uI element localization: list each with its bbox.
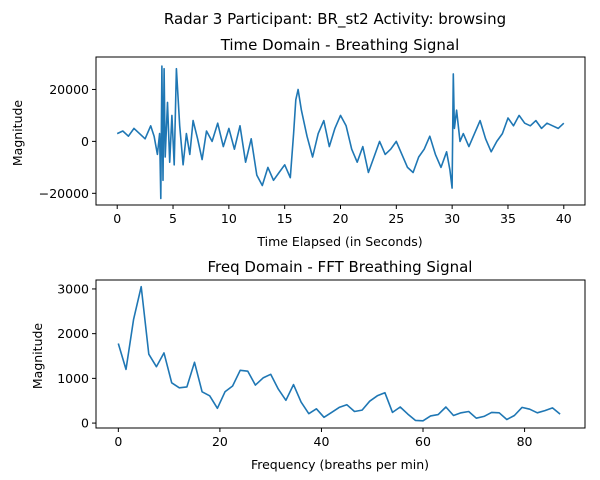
figure-suptitle: Radar 3 Participant: BR_st2 Activity: br… (164, 10, 506, 29)
freq-domain-xtick-label: 60 (415, 434, 431, 449)
freq-domain-ytick-label: 2000 (57, 326, 89, 341)
freq-domain-ytick-label: 3000 (57, 281, 89, 296)
time-domain-title: Time Domain - Breathing Signal (220, 36, 460, 54)
time-domain-xtick-label: 5 (169, 211, 177, 226)
freq-domain-ytick-label: 0 (81, 416, 89, 431)
freq-domain-title: Freq Domain - FFT Breathing Signal (208, 258, 473, 276)
time-domain-ytick-label: 20000 (49, 82, 89, 97)
freq-domain-chart: Freq Domain - FFT Breathing Signal Frequ… (30, 258, 586, 472)
time-domain-xtick-label: 40 (556, 211, 572, 226)
freq-domain-xtick-label: 0 (114, 434, 122, 449)
freq-domain-series-line (117, 285, 561, 422)
time-domain-xtick-label: 15 (277, 211, 293, 226)
freq-domain-ytick-label: 1000 (57, 371, 89, 386)
freq-domain-axes-frame (95, 279, 586, 429)
freq-domain-xtick-label: 40 (314, 434, 330, 449)
freq-domain-xlabel: Frequency (breaths per min) (251, 457, 429, 472)
time-domain-ytick-label: 0 (81, 134, 89, 149)
time-domain-xtick-label: 10 (221, 211, 237, 226)
time-domain-xtick-label: 35 (500, 211, 516, 226)
time-domain-xtick-label: 20 (333, 211, 349, 226)
time-domain-ytick-label: −20000 (39, 186, 89, 201)
freq-domain-ylabel: Magnitude (30, 323, 45, 390)
time-domain-chart: Time Domain - Breathing Signal Time Elap… (10, 36, 586, 249)
freq-domain-xtick-label: 80 (517, 434, 533, 449)
time-domain-xtick-label: 25 (388, 211, 404, 226)
time-domain-xtick-label: 30 (444, 211, 460, 226)
time-domain-xlabel: Time Elapsed (in Seconds) (256, 234, 422, 249)
time-domain-series-line (116, 65, 565, 200)
time-domain-ylabel: Magnitude (10, 100, 25, 167)
freq-domain-xtick-label: 20 (212, 434, 228, 449)
time-domain-xtick-label: 0 (113, 211, 121, 226)
